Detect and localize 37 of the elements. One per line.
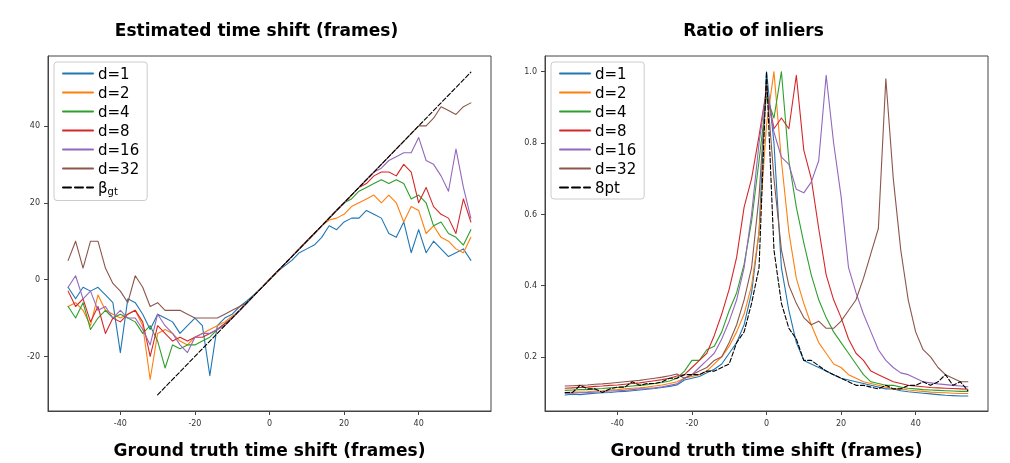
legend-label: d=16 <box>595 140 637 159</box>
legend-label: d=1 <box>595 64 627 83</box>
legend-label: d=2 <box>98 83 130 102</box>
line-series <box>67 102 472 319</box>
x-tick-label: 0 <box>763 418 770 428</box>
x-tick-label: -40 <box>610 418 624 428</box>
x-tick-label: 40 <box>413 418 424 428</box>
y-tick-label: 20 <box>29 198 40 208</box>
x-tick-label: 40 <box>910 418 921 428</box>
y-tick-label: 0.6 <box>524 209 537 219</box>
x-tick-label: 20 <box>835 418 847 428</box>
legend-label: d=2 <box>595 83 627 102</box>
legend-label: d=8 <box>98 121 130 140</box>
chart-title: Estimated time shift (frames) <box>114 19 399 40</box>
y-tick-label: 0.8 <box>524 138 537 148</box>
legend-label: d=1 <box>98 64 130 83</box>
y-tick-label: 0 <box>34 275 40 285</box>
chart-title: Ratio of inliers <box>683 19 824 40</box>
legend-label: d=4 <box>595 102 627 121</box>
x-axis-title: Ground truth time shift (frames) <box>113 439 426 460</box>
x-tick-label: 20 <box>338 418 350 428</box>
legend-label: d=32 <box>595 159 637 178</box>
x-tick-label: -20 <box>188 418 202 428</box>
x-axis-title: Ground truth time shift (frames) <box>610 439 923 460</box>
x-tick-label: 0 <box>266 418 273 428</box>
legend-label: 8pt <box>595 178 621 197</box>
x-tick-label: -40 <box>113 418 127 428</box>
y-tick-label: 40 <box>29 121 40 131</box>
legend-label: d=16 <box>98 140 140 159</box>
legend-label: d=4 <box>98 102 130 121</box>
x-tick-label: -20 <box>685 418 699 428</box>
legend-label: d=32 <box>98 159 140 178</box>
y-tick-label: 0.2 <box>524 352 537 362</box>
y-tick-label: -20 <box>26 351 40 361</box>
y-tick-label: 0.4 <box>524 281 537 291</box>
y-tick-label: 1.0 <box>524 67 537 77</box>
legend-label: d=8 <box>595 121 627 140</box>
